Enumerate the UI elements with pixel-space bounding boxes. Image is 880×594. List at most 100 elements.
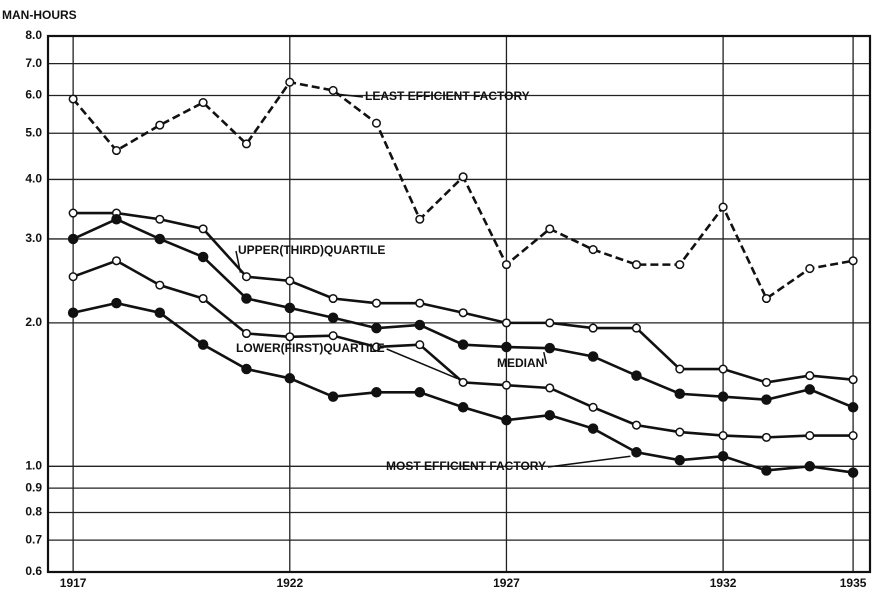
y-tick-label: 0.6	[25, 564, 42, 578]
data-point	[761, 394, 772, 405]
data-point	[458, 308, 468, 318]
data-point	[284, 373, 296, 384]
series-label: MOST EFFICIENT FACTORY	[386, 459, 546, 473]
annotation-arrow	[386, 348, 458, 380]
data-point	[761, 465, 772, 476]
y-tick-label: 0.8	[25, 505, 42, 519]
annotation-arrow	[547, 455, 631, 468]
data-point	[501, 414, 512, 426]
data-point	[717, 391, 729, 402]
data-point	[588, 245, 598, 255]
annotation-arrow	[235, 250, 242, 273]
data-point	[545, 318, 555, 328]
series-label: MEDIAN	[497, 356, 544, 370]
data-point	[631, 420, 641, 430]
data-point	[285, 276, 295, 286]
data-point	[111, 213, 122, 225]
annotation-arrow	[339, 93, 364, 98]
data-point	[848, 375, 858, 385]
data-point	[718, 431, 728, 441]
data-point	[545, 224, 555, 234]
data-point	[67, 233, 79, 245]
data-point	[631, 447, 642, 458]
data-point	[717, 450, 729, 462]
data-point	[68, 94, 78, 104]
data-point	[457, 339, 469, 350]
data-point	[197, 251, 209, 263]
data-point	[285, 77, 295, 87]
y-tick-label: 8.0	[25, 28, 42, 42]
data-point	[675, 260, 685, 270]
data-point	[847, 402, 859, 413]
data-point	[675, 364, 685, 374]
data-point	[155, 120, 165, 130]
data-point	[327, 312, 339, 324]
data-point	[197, 339, 209, 350]
data-point	[674, 454, 686, 466]
data-point	[761, 293, 771, 304]
data-point	[155, 280, 165, 290]
y-tick-label: 7.0	[25, 56, 42, 70]
data-point	[848, 431, 858, 441]
data-point	[588, 402, 598, 412]
x-tick-label: 1917	[60, 576, 87, 590]
data-point	[415, 340, 425, 350]
data-point	[241, 328, 252, 339]
data-point	[371, 387, 382, 398]
data-point	[67, 307, 79, 319]
data-point	[371, 298, 382, 308]
y-tick-label: 3.0	[25, 231, 42, 245]
data-point	[328, 85, 338, 95]
data-point	[415, 298, 425, 308]
data-point	[545, 383, 555, 393]
y-tick-label: 1.0	[25, 458, 42, 472]
data-point	[458, 377, 468, 387]
data-point	[761, 432, 771, 442]
data-point	[198, 97, 208, 108]
plot-frame	[46, 34, 872, 574]
y-tick-label: 5.0	[25, 125, 42, 139]
data-point	[327, 391, 339, 402]
y-tick-label: 4.0	[25, 172, 42, 186]
annotation-arrow	[543, 351, 548, 365]
data-point	[675, 427, 685, 437]
data-point	[111, 256, 122, 266]
data-point	[68, 272, 78, 282]
x-tick-label: 1927	[493, 576, 520, 590]
data-point	[718, 364, 728, 374]
data-point	[674, 388, 686, 399]
x-tick-label: 1932	[710, 576, 737, 590]
data-point	[198, 293, 208, 304]
y-tick-label: 6.0	[25, 88, 42, 102]
series-line	[72, 301, 854, 474]
data-point	[414, 319, 426, 331]
data-point	[631, 323, 641, 333]
data-point	[111, 145, 122, 156]
data-point	[804, 384, 816, 395]
data-point	[371, 118, 382, 128]
series-label: LOWER(FIRST)QUARTILE	[236, 341, 385, 355]
data-point	[241, 139, 252, 149]
data-point	[241, 272, 252, 282]
data-point	[631, 260, 641, 270]
data-point	[111, 297, 122, 309]
data-point	[805, 264, 815, 274]
x-tick-label: 1922	[276, 576, 303, 590]
data-point	[285, 332, 295, 342]
data-point	[848, 256, 858, 266]
data-point	[588, 323, 598, 333]
series-label: LEAST EFFICIENT FACTORY	[365, 89, 530, 103]
data-point	[371, 322, 382, 334]
data-point	[154, 233, 166, 245]
data-point	[501, 341, 512, 353]
data-point	[805, 431, 815, 441]
data-point	[847, 467, 859, 478]
data-point	[718, 202, 728, 212]
data-point	[241, 293, 252, 304]
data-point	[587, 351, 599, 362]
data-point	[371, 342, 382, 352]
data-point	[241, 363, 252, 375]
data-point	[415, 214, 425, 224]
